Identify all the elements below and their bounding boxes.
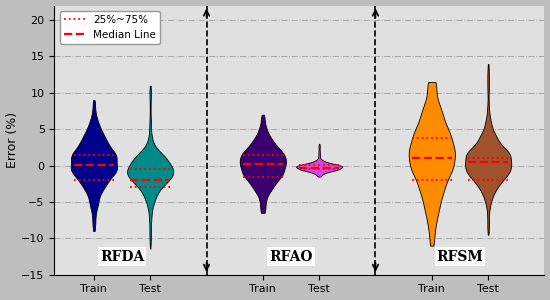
Text: RFDA: RFDA	[100, 250, 144, 263]
Legend: 25%~75%, Median Line: 25%~75%, Median Line	[59, 11, 160, 44]
Y-axis label: Error (%): Error (%)	[6, 112, 19, 168]
Text: RFAO: RFAO	[270, 250, 313, 263]
Text: RFSM: RFSM	[437, 250, 483, 263]
